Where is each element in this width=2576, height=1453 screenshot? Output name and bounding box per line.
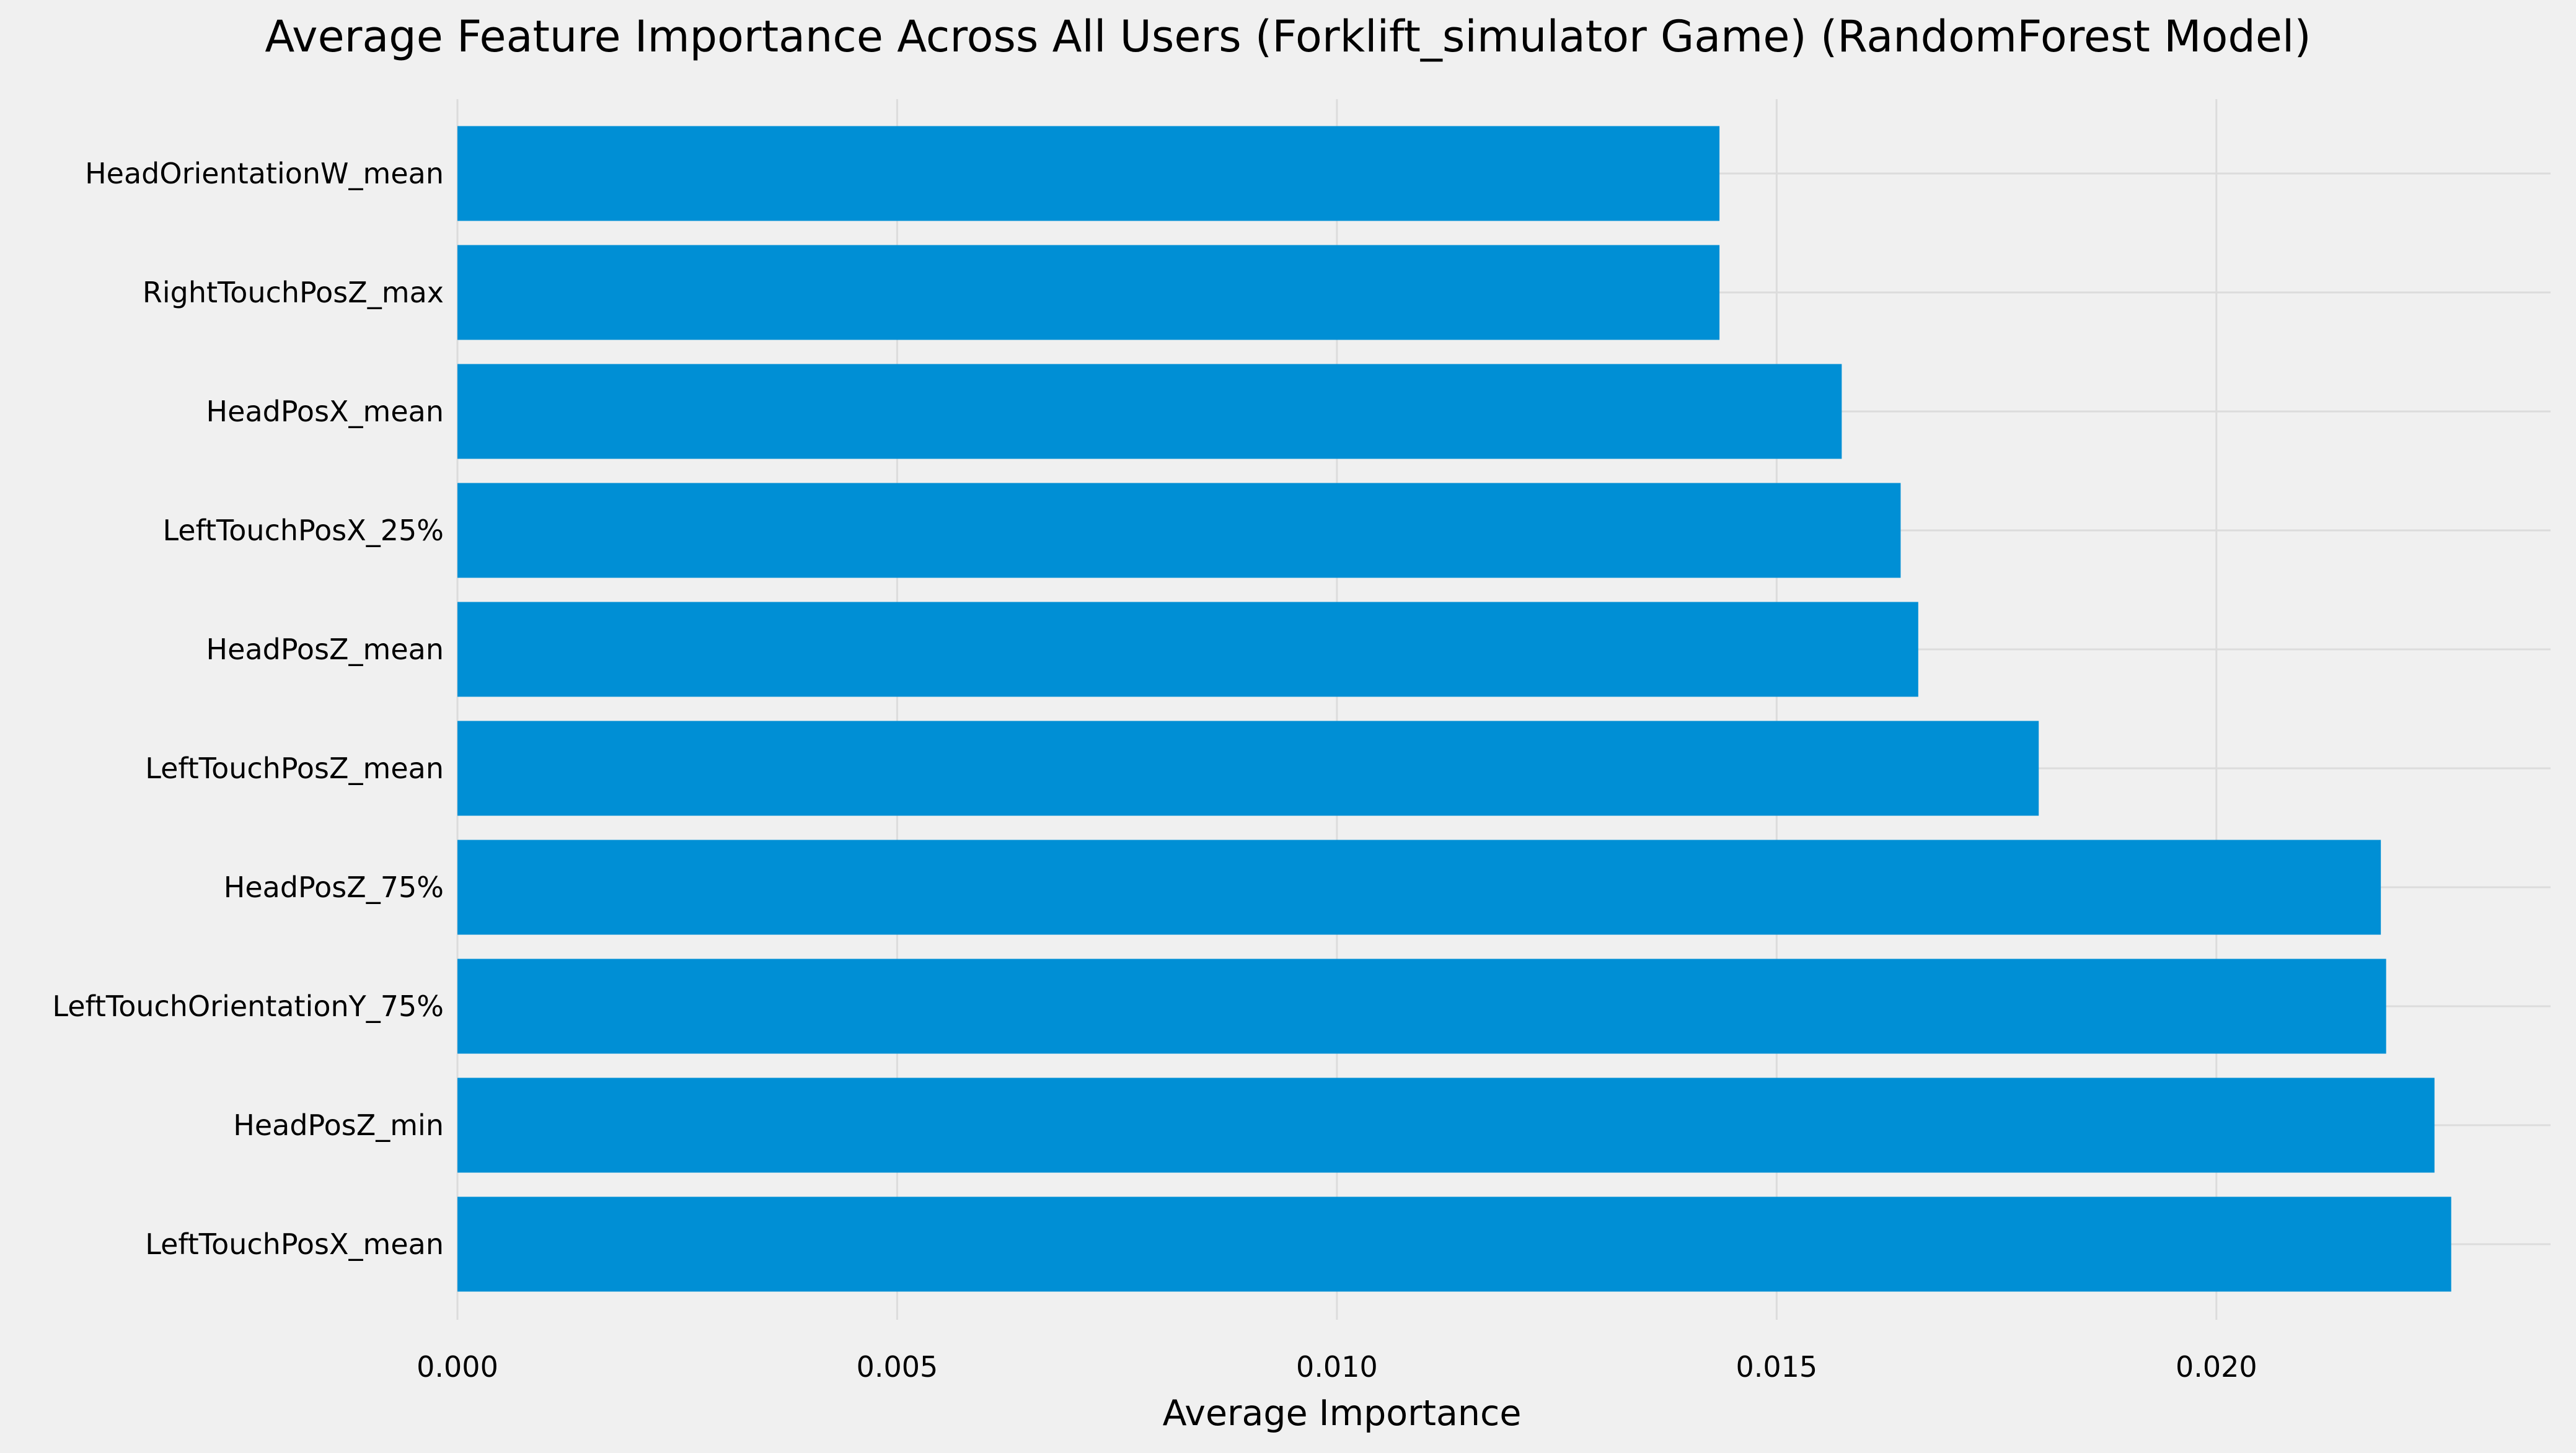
x-tick-label: 0.015 xyxy=(1736,1350,1818,1384)
x-axis-label: Average Importance xyxy=(1163,1393,1522,1434)
bar-lefttouchposx-mean xyxy=(457,1196,2451,1292)
x-tick-labels: 0.000 0.005 0.010 0.015 0.020 xyxy=(417,1350,2257,1384)
y-tick-labels: LeftTouchPosX_mean HeadPosZ_min LeftTouchO… xyxy=(52,157,444,1261)
y-tick-label: RightTouchPosZ_max xyxy=(143,276,444,309)
y-tick-label: LeftTouchPosX_mean xyxy=(145,1227,444,1261)
bar-headposz-mean xyxy=(457,602,1918,697)
y-tick-label: HeadPosZ_75% xyxy=(224,871,444,904)
bar-lefttouchposz-mean xyxy=(457,721,2039,816)
bar-headposz-min xyxy=(457,1078,2435,1173)
x-tick-label: 0.010 xyxy=(1296,1350,1378,1384)
y-tick-label: LeftTouchOrientationY_75% xyxy=(52,990,444,1023)
bar-lefttouchorientationy-75 xyxy=(457,959,2386,1054)
y-tick-label: LeftTouchPosX_25% xyxy=(162,514,444,547)
y-tick-label: HeadPosX_mean xyxy=(206,395,444,428)
y-tick-label: HeadOrientationW_mean xyxy=(85,157,444,190)
bars xyxy=(457,126,2451,1292)
bar-headposz-75 xyxy=(457,840,2381,935)
bar-headposx-mean xyxy=(457,364,1842,459)
y-tick-label: LeftTouchPosZ_mean xyxy=(145,752,444,785)
x-tick-label: 0.020 xyxy=(2176,1350,2257,1384)
chart-title: Average Feature Importance Across All Us… xyxy=(265,11,2311,62)
y-tick-label: HeadPosZ_min xyxy=(233,1108,444,1142)
bar-lefttouchposx-25 xyxy=(457,483,1901,578)
bar-headorientationw-mean xyxy=(457,126,1720,221)
x-tick-label: 0.005 xyxy=(857,1350,938,1384)
x-tick-label: 0.000 xyxy=(417,1350,498,1384)
bar-righttouchposz-max xyxy=(457,245,1720,340)
y-tick-label: HeadPosZ_mean xyxy=(206,633,444,666)
